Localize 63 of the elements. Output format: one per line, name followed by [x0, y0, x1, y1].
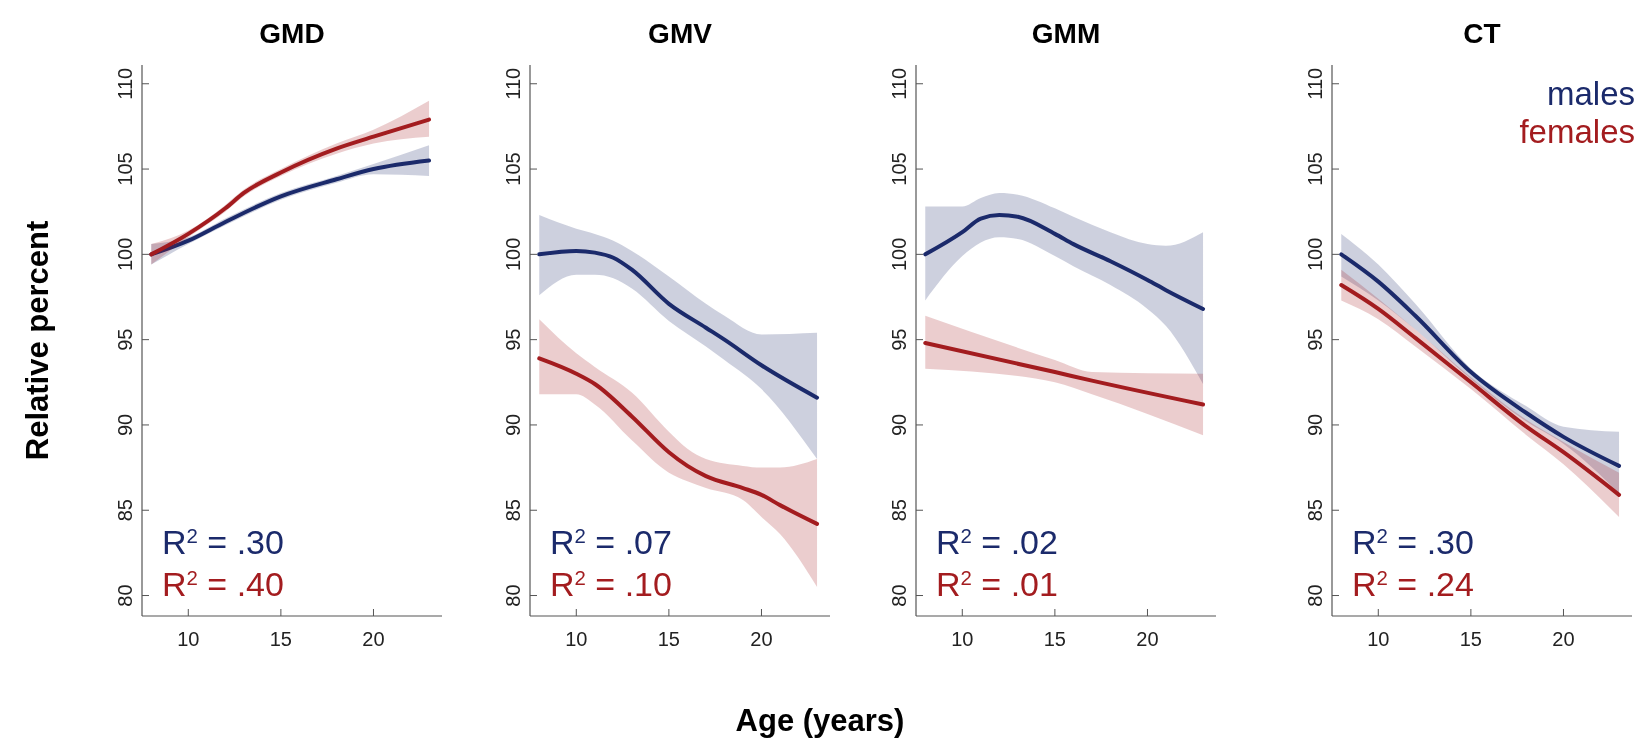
y-tick-label: 110 — [114, 67, 136, 100]
y-tick-label: 110 — [888, 67, 910, 100]
x-tick-label: 10 — [1367, 628, 1390, 650]
annotation: R$^{2}$ = .24 — [1352, 565, 1474, 603]
x-tick-label: 20 — [1552, 628, 1575, 650]
line-series — [923, 213, 1206, 311]
text: females — [1519, 113, 1635, 150]
y-tick-label: 90 — [888, 413, 910, 437]
annotation: R$^{2}$ = .07 — [550, 523, 672, 561]
annotation: R$^{2}$ = .02 — [936, 523, 1058, 561]
annotation: R$^{2}$ = .01 — [936, 565, 1058, 603]
annotation: R$^{2}$ = .30 — [162, 523, 284, 561]
y-tick-label: 95 — [1304, 328, 1326, 351]
x-tick-label: 10 — [951, 628, 974, 650]
annotation: R$^{2}$ = .30 — [1352, 523, 1474, 561]
y-tick-label: 100 — [1304, 237, 1326, 272]
y-tick-label: 85 — [502, 499, 524, 522]
y-tick-label: 80 — [1304, 584, 1326, 607]
y-tick-label: 100 — [114, 237, 136, 272]
y-tick-label: 90 — [1304, 413, 1326, 437]
line-series — [537, 248, 820, 400]
y-tick-label: 95 — [502, 328, 524, 351]
chart-title: GMD — [259, 18, 325, 49]
x-tick-label: 20 — [1136, 628, 1159, 650]
line-series — [1339, 252, 1622, 468]
y-tick-label: 105 — [114, 152, 136, 186]
y-tick-label: 110 — [502, 67, 524, 100]
y-tick-label: 85 — [114, 499, 136, 522]
y-tick-label: 85 — [1304, 499, 1326, 522]
line-series — [149, 117, 432, 257]
y-tick-label: 105 — [1304, 152, 1326, 186]
y-axis-title: Relative percent — [20, 220, 55, 461]
y-tick-label: 80 — [502, 584, 524, 607]
y-tick-label: 95 — [888, 328, 910, 351]
y-tick-label: 105 — [888, 152, 910, 186]
chart-title: GMV — [648, 18, 713, 49]
x-axis-title: Age (years) — [735, 703, 905, 738]
x-tick-label: 15 — [1459, 628, 1483, 650]
chart-title: CT — [1463, 18, 1501, 49]
line-series — [923, 341, 1206, 407]
y-tick-label: 100 — [888, 237, 910, 272]
annotation: R$^{2}$ = .40 — [162, 565, 284, 603]
annotation: R$^{2}$ = .10 — [550, 565, 672, 603]
x-tick-label: 10 — [565, 628, 588, 650]
y-tick-label: 100 — [502, 237, 524, 272]
line-series — [537, 356, 820, 526]
x-tick-label: 15 — [1043, 628, 1067, 650]
y-tick-label: 80 — [114, 584, 136, 607]
y-tick-label: 105 — [502, 152, 524, 186]
x-tick-label: 20 — [362, 628, 385, 650]
x-tick-label: 15 — [657, 628, 681, 650]
y-tick-label: 80 — [888, 584, 910, 607]
y-tick-label: 85 — [888, 499, 910, 522]
x-tick-label: 20 — [750, 628, 773, 650]
y-tick-label: 90 — [114, 413, 136, 437]
line-series — [1339, 283, 1622, 497]
y-tick-label: 95 — [114, 328, 136, 351]
x-tick-label: 10 — [177, 628, 200, 650]
chart-title: GMM — [1031, 18, 1101, 49]
text: males — [1546, 75, 1635, 112]
y-tick-label: 90 — [502, 413, 524, 437]
x-tick-label: 15 — [269, 628, 293, 650]
y-tick-label: 110 — [1304, 67, 1326, 100]
